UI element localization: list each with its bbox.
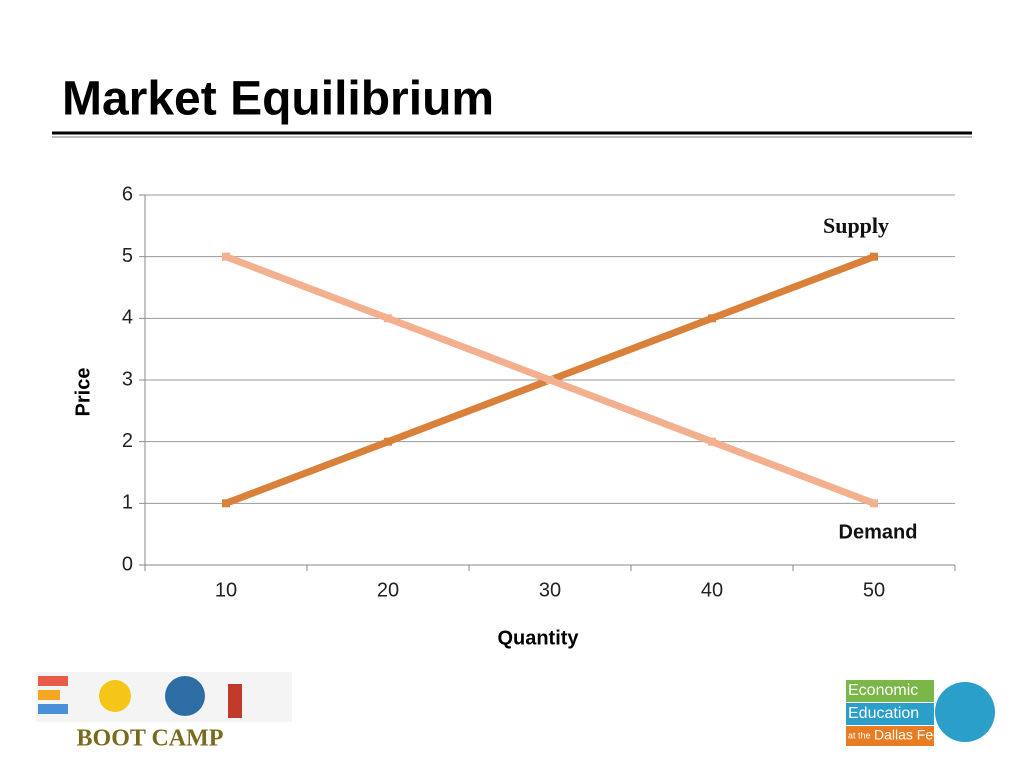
logo-pie	[99, 680, 131, 712]
point	[384, 314, 392, 323]
series-label: Supply	[823, 213, 889, 238]
x-axis-title: Quantity	[497, 627, 579, 649]
y-tick-label: 3	[122, 368, 133, 390]
logo-text: BOOT CAMP	[77, 726, 224, 752]
logo-bar	[38, 676, 68, 686]
series-label: Demand	[839, 521, 918, 543]
y-tick-label: 0	[122, 553, 133, 575]
logo-text: at the	[848, 730, 871, 740]
point	[708, 437, 716, 446]
x-tick-label: 40	[701, 579, 723, 601]
y-tick-label: 5	[122, 245, 133, 267]
logo-box	[36, 672, 292, 722]
point	[222, 499, 230, 508]
point	[870, 499, 878, 508]
y-axis-title: Price	[72, 368, 94, 417]
x-tick-label: 10	[215, 579, 237, 601]
logo-text: Education	[848, 705, 919, 722]
point	[546, 376, 554, 384]
y-tick-label: 2	[122, 430, 133, 452]
slide-title: Market Equilibrium	[62, 73, 494, 126]
logo-bar	[38, 704, 68, 714]
logo-band	[846, 680, 934, 702]
point	[870, 252, 878, 261]
point	[384, 437, 392, 446]
x-tick-label: 30	[539, 579, 561, 601]
x-tick-label: 20	[377, 579, 399, 601]
logo-band	[846, 726, 934, 746]
x-tick-label: 50	[863, 579, 885, 601]
logo-text: Dallas Fed	[874, 727, 941, 743]
logo-apple	[935, 682, 995, 742]
point	[222, 252, 230, 261]
logo-economics: BOOT CAMP	[36, 672, 292, 752]
logo-band	[846, 703, 934, 725]
logo-globe	[165, 676, 205, 716]
point	[708, 314, 716, 323]
logo-building	[228, 684, 242, 718]
y-tick-label: 6	[122, 183, 133, 205]
logo-dallas-fed: Economic Education at the Dallas Fed	[846, 680, 995, 746]
logo-bar	[38, 690, 60, 700]
y-tick-label: 1	[122, 492, 133, 514]
logo-text: Economic	[848, 682, 918, 699]
y-tick-label: 4	[122, 307, 133, 329]
